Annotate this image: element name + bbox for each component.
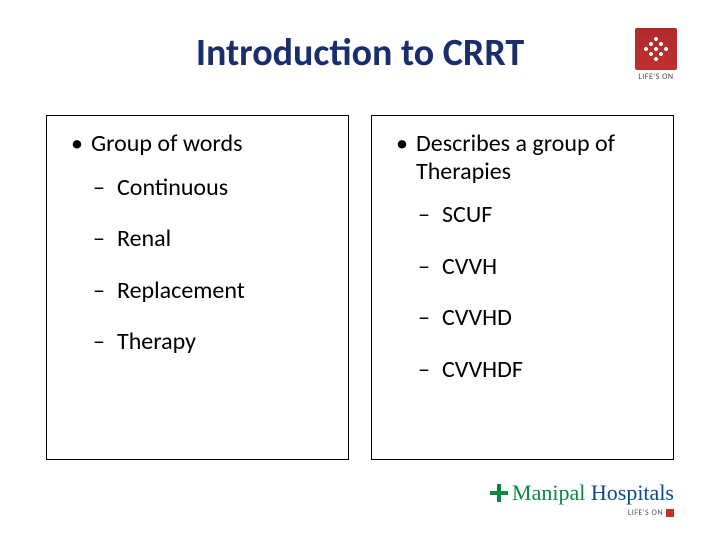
plus-dots-icon: [635, 28, 677, 70]
slide-title: Introduction to CRRT: [0, 30, 720, 76]
right-item: CVVHD: [418, 304, 653, 332]
top-logo-caption: LIFE'S ON: [626, 72, 686, 82]
left-item: Therapy: [93, 328, 328, 356]
right-item: SCUF: [418, 201, 653, 229]
red-square-icon: [666, 509, 674, 517]
left-item: Renal: [93, 225, 328, 253]
left-item: Continuous: [93, 174, 328, 202]
right-heading: Describes a group of Therapies: [396, 130, 653, 185]
hospital-logo-text: Manipal Hospitals: [490, 480, 674, 506]
left-heading: Group of words: [71, 130, 328, 158]
left-panel: Group of words Continuous Renal Replacem…: [46, 115, 349, 460]
right-panel: Describes a group of Therapies SCUF CVVH…: [371, 115, 674, 460]
left-item: Replacement: [93, 277, 328, 305]
right-item: CVVHDF: [418, 356, 653, 384]
cross-icon: [490, 484, 508, 502]
content-columns: Group of words Continuous Renal Replacem…: [46, 115, 674, 460]
top-logo: LIFE'S ON: [626, 28, 686, 88]
bottom-logo: Manipal Hospitals LIFE'S ON: [490, 480, 674, 518]
right-item: CVVH: [418, 253, 653, 281]
bottom-logo-tagline: LIFE'S ON: [490, 508, 674, 518]
